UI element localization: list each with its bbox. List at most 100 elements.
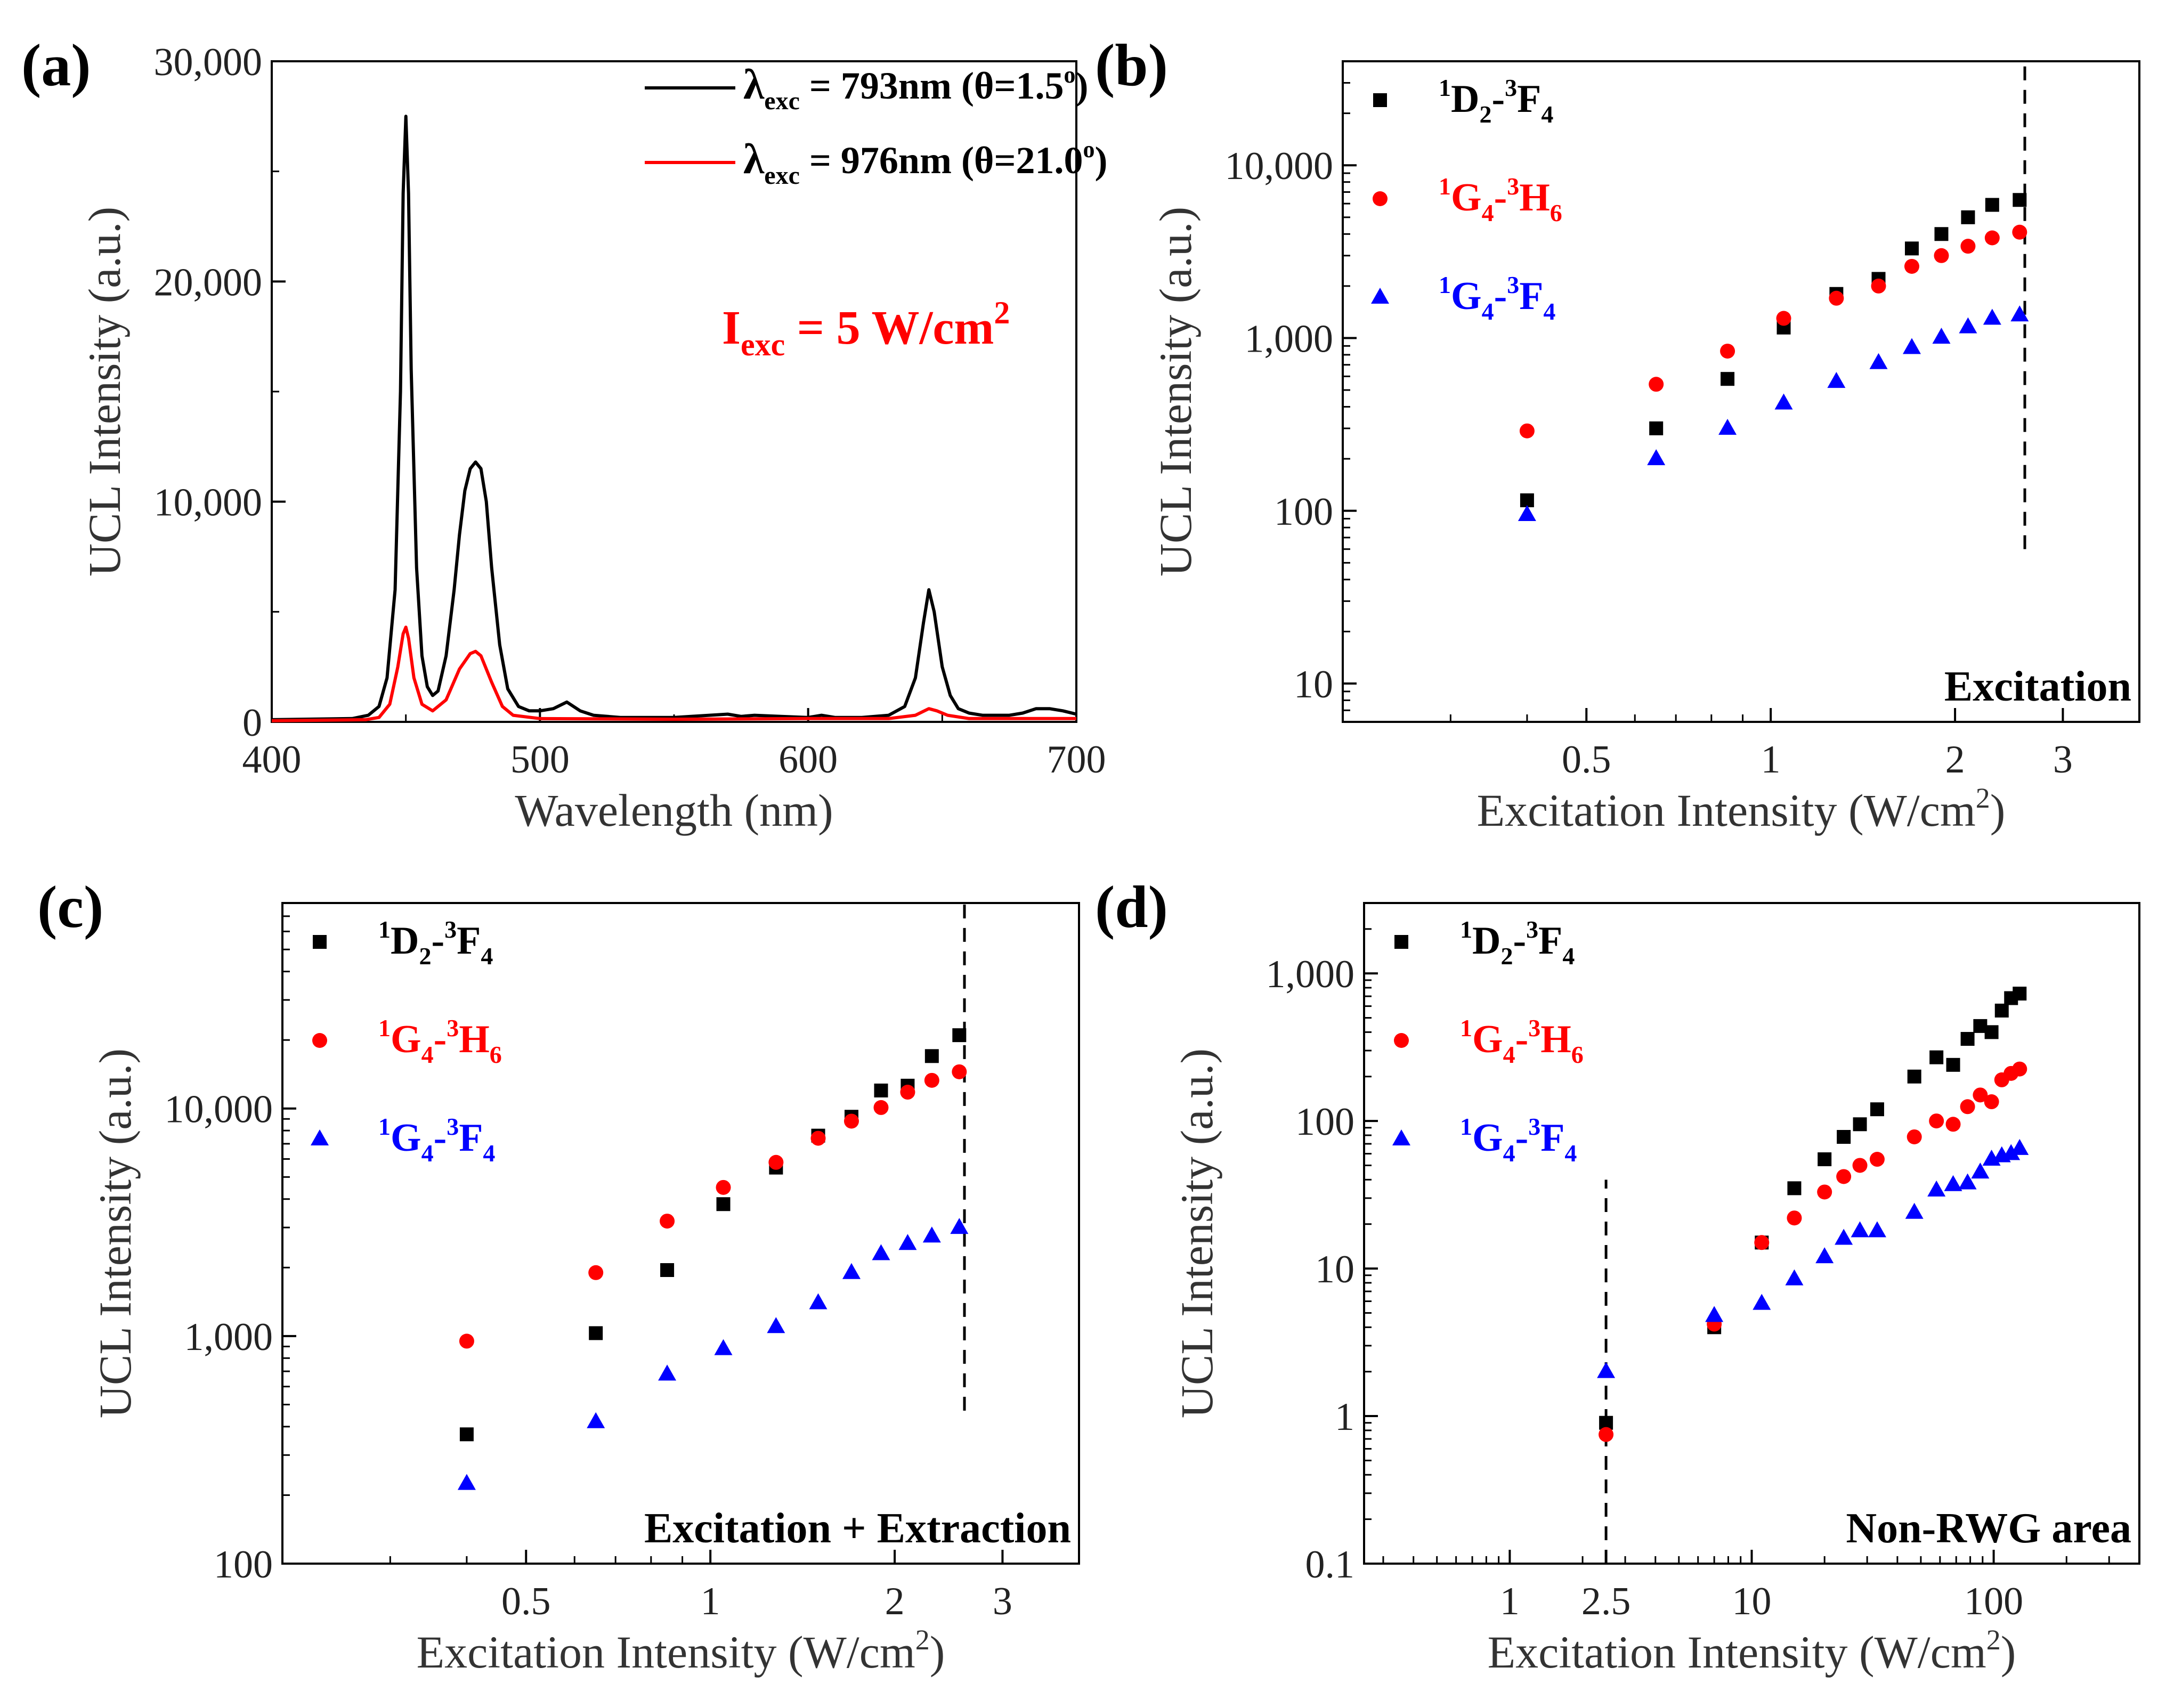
y-tick-label: 100 (214, 1543, 273, 1587)
data-point (660, 1263, 675, 1277)
data-point (459, 1333, 474, 1349)
data-point (952, 1028, 967, 1043)
data-point (1718, 419, 1737, 435)
data-point (1817, 1184, 1832, 1200)
legend-label-2: 1G4-3H6 (1439, 173, 1562, 226)
series-triangle (1518, 305, 2029, 522)
legend-tail: ) (1095, 139, 1108, 182)
legend-term-b: H (459, 1018, 490, 1061)
data-point (1649, 377, 1664, 392)
y-axis-label: UCL Intensity (a.u.) (1150, 207, 1201, 576)
legend-sup-b: 3 (444, 916, 457, 943)
legend-marker-2 (1394, 1033, 1409, 1048)
panel-d: 1 2.5 10 100 0.1 1 10 100 1,000 (d) UCL Intensity … (1095, 874, 2140, 1678)
data-point (1705, 1306, 1724, 1322)
excitation-intensity-annotation: Iexc = 5 W/cm2 (722, 295, 1010, 362)
data-point (1971, 1162, 1990, 1179)
legend-superscript: o (1083, 136, 1095, 162)
data-point (900, 1085, 915, 1100)
data-point (874, 1083, 888, 1097)
y-tick-label: 0.1 (1305, 1543, 1355, 1587)
y-tick-label: 10,000 (154, 481, 263, 525)
data-point (1961, 210, 1975, 224)
data-point (1829, 290, 1844, 306)
series-square (1520, 193, 2027, 508)
data-point (2010, 305, 2029, 322)
x-tick-label: 1 (1761, 738, 1781, 782)
data-point (2012, 1061, 2027, 1077)
x-axis-label: Excitation Intensity (W/cm2) (1477, 782, 2006, 836)
legend-label-1: 1D2-3F4 (1439, 74, 1553, 128)
legend-marker-1 (1394, 935, 1408, 949)
data-point (952, 1064, 967, 1079)
x-tick-label: 3 (993, 1580, 1012, 1623)
annotation-text: = 5 W/cm (785, 302, 994, 354)
legend-term-b: F (1538, 919, 1562, 963)
data-point (872, 1244, 890, 1260)
legend-sup-a: 1 (1460, 1014, 1472, 1042)
x-axis-label: Excitation Intensity (W/cm2) (417, 1624, 945, 1678)
legend-superscript: o (1064, 62, 1076, 88)
panel-annotation: Excitation + Extraction (644, 1505, 1071, 1552)
legend-sup-a: 1 (1439, 173, 1451, 200)
data-point (898, 1234, 917, 1250)
annotation-main: I (722, 302, 741, 354)
legend-sub-a: 2 (419, 942, 431, 970)
plot-frame (281, 902, 1080, 1565)
legend-sub-b: 4 (1541, 101, 1553, 128)
legend-marker-1 (313, 935, 327, 949)
data-point (1853, 1117, 1867, 1132)
legend-sub-a: 4 (1482, 199, 1494, 226)
data-point (457, 1474, 476, 1490)
legend-sup-a: 1 (1460, 1113, 1472, 1140)
series-square (1599, 986, 2027, 1430)
series-square (459, 1028, 967, 1442)
data-point (1960, 1099, 1975, 1115)
legend-label-1: 1D2-3F4 (378, 916, 493, 970)
legend-marker-3 (311, 1129, 329, 1145)
data-point (587, 1412, 605, 1428)
data-point (588, 1265, 604, 1280)
data-point (2013, 986, 2027, 1001)
data-point (1985, 198, 1999, 212)
legend-term-a: D (391, 919, 419, 963)
x-axis-label-text: Excitation Intensity (W/cm (1477, 785, 1976, 836)
series-circle (459, 1064, 967, 1349)
data-point (1932, 328, 1951, 344)
data-point (1518, 505, 1536, 522)
legend-sub-a: 4 (1482, 298, 1494, 325)
data-point (2010, 1138, 2029, 1155)
data-point (1960, 239, 1976, 254)
legend-marker-2 (1373, 191, 1388, 206)
legend-subscript: exc (764, 87, 800, 115)
x-tick-label: 1 (1500, 1580, 1520, 1623)
data-point (1973, 1087, 1988, 1103)
data-point (1960, 1032, 1975, 1046)
legend-dash: - (434, 1018, 447, 1061)
data-point (1902, 338, 1921, 354)
y-tick-label: 10,000 (1225, 144, 1334, 188)
data-point (459, 1427, 474, 1442)
data-point (1787, 1181, 1802, 1195)
legend-term-a: G (1451, 176, 1482, 219)
data-point (2012, 224, 2027, 240)
plot-frame (1363, 902, 2140, 1565)
x-tick-label: 100 (1964, 1580, 2023, 1623)
data-point (1927, 1180, 1946, 1197)
legend-sup-b: 3 (1528, 1113, 1540, 1140)
legend-term-a: D (1451, 77, 1479, 121)
data-point (1904, 241, 1919, 256)
legend-label-3: 1G4-3F4 (1439, 271, 1555, 325)
data-point (1958, 1173, 1977, 1190)
legend-term-b: F (1540, 1116, 1564, 1160)
legend-dash: - (1491, 77, 1505, 121)
data-point (1774, 393, 1793, 410)
data-point (1934, 227, 1949, 241)
legend-term-a: D (1472, 919, 1500, 963)
data-point (1815, 1247, 1834, 1264)
data-point (1818, 1152, 1832, 1167)
legend-label-1: 1D2-3F4 (1460, 916, 1575, 970)
legend-sub-a: 4 (421, 1140, 434, 1167)
